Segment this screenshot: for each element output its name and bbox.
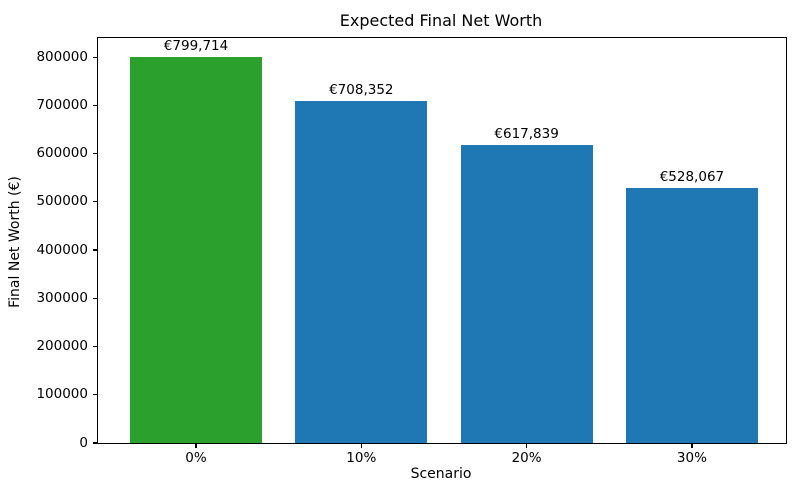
bar-value-label: €617,839 [494,126,559,143]
plot-area: 0 100000 200000 300000 400000 500000 600000 700… [36,37,787,466]
y-tick-label: 800000 [36,48,88,65]
bar-0% [130,57,263,443]
x-tick-label: 20% [511,450,542,466]
y-tick-label: 200000 [36,338,88,355]
y-tick-label: 300000 [36,289,88,306]
y-tick-label: 100000 [36,386,88,403]
bar-30% [625,188,758,443]
bar-20% [460,145,593,443]
y-tick-label: 700000 [36,96,88,113]
y-tick-mark [93,201,97,203]
x-axis-label: Scenario [410,466,472,482]
x-tick-mark [526,444,528,448]
y-tick-mark [93,442,97,444]
y-tick-label: 500000 [36,193,88,210]
y-tick-label: 600000 [36,145,88,162]
y-tick-mark [93,394,97,396]
x-tick-mark [360,444,362,448]
bar-10% [295,101,428,443]
y-tick-mark [93,104,97,106]
y-tick-mark [93,345,97,348]
y-tick-mark [93,56,97,58]
y-axis-label-text: Final Net Worth (€) [7,176,23,308]
y-tick-mark [93,249,97,251]
bar-value-label: €799,714 [163,38,229,55]
x-tick-mark [691,444,693,448]
bar-value-label: €708,352 [329,82,394,99]
y-tick-label: 400000 [36,241,88,258]
y-tick-label: 0 [79,434,88,451]
chart-title: Expected Final Net Worth [339,11,543,30]
x-tick-label: 10% [346,450,377,466]
bar-value-label: €528,067 [659,169,725,186]
x-tick-label: 0% [185,450,207,466]
y-tick-mark [93,297,97,299]
x-tick-mark [195,444,197,448]
x-tick-label: 30% [676,450,707,466]
y-tick-mark [93,153,97,155]
